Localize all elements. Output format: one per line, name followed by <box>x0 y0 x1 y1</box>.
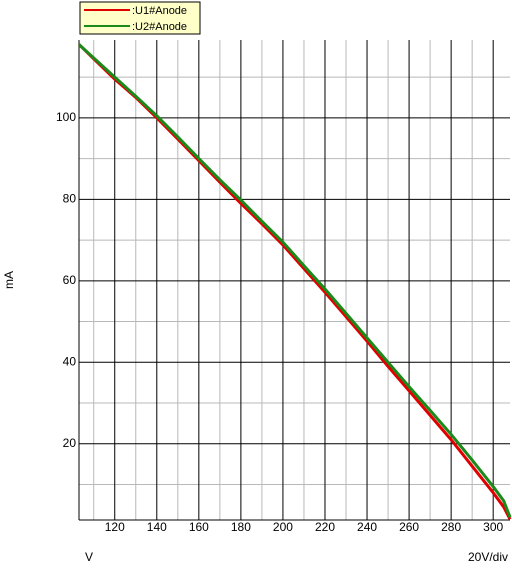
legend-box <box>79 1 201 35</box>
x-axis-label: V <box>85 550 93 564</box>
x-tick-label: 140 <box>147 520 167 534</box>
y-tick-label: 20 <box>63 436 77 450</box>
legend: :U1#Anode :U2#Anode <box>79 1 201 35</box>
x-tick-label: 200 <box>273 520 293 534</box>
y-axis-label: mA <box>2 271 16 289</box>
y-tick-label: 100 <box>56 110 76 124</box>
x-scale-label: 20V/div <box>468 550 508 564</box>
x-tick-label: 220 <box>315 520 335 534</box>
x-tick-label: 260 <box>399 520 419 534</box>
x-tick-label: 280 <box>441 520 461 534</box>
x-tick-label: 180 <box>231 520 251 534</box>
y-tick-label: 80 <box>63 191 77 205</box>
legend-label: :U2#Anode <box>132 21 187 33</box>
legend-label: :U1#Anode <box>132 5 187 17</box>
y-tick-label: 60 <box>63 273 77 287</box>
x-tick-label: 160 <box>189 520 209 534</box>
y-tick-label: 40 <box>63 354 77 368</box>
x-tick-label: 300 <box>483 520 503 534</box>
series-line <box>77 43 512 518</box>
x-tick-label: 120 <box>105 520 125 534</box>
x-tick-label: 240 <box>357 520 377 534</box>
plot-area <box>79 40 510 520</box>
